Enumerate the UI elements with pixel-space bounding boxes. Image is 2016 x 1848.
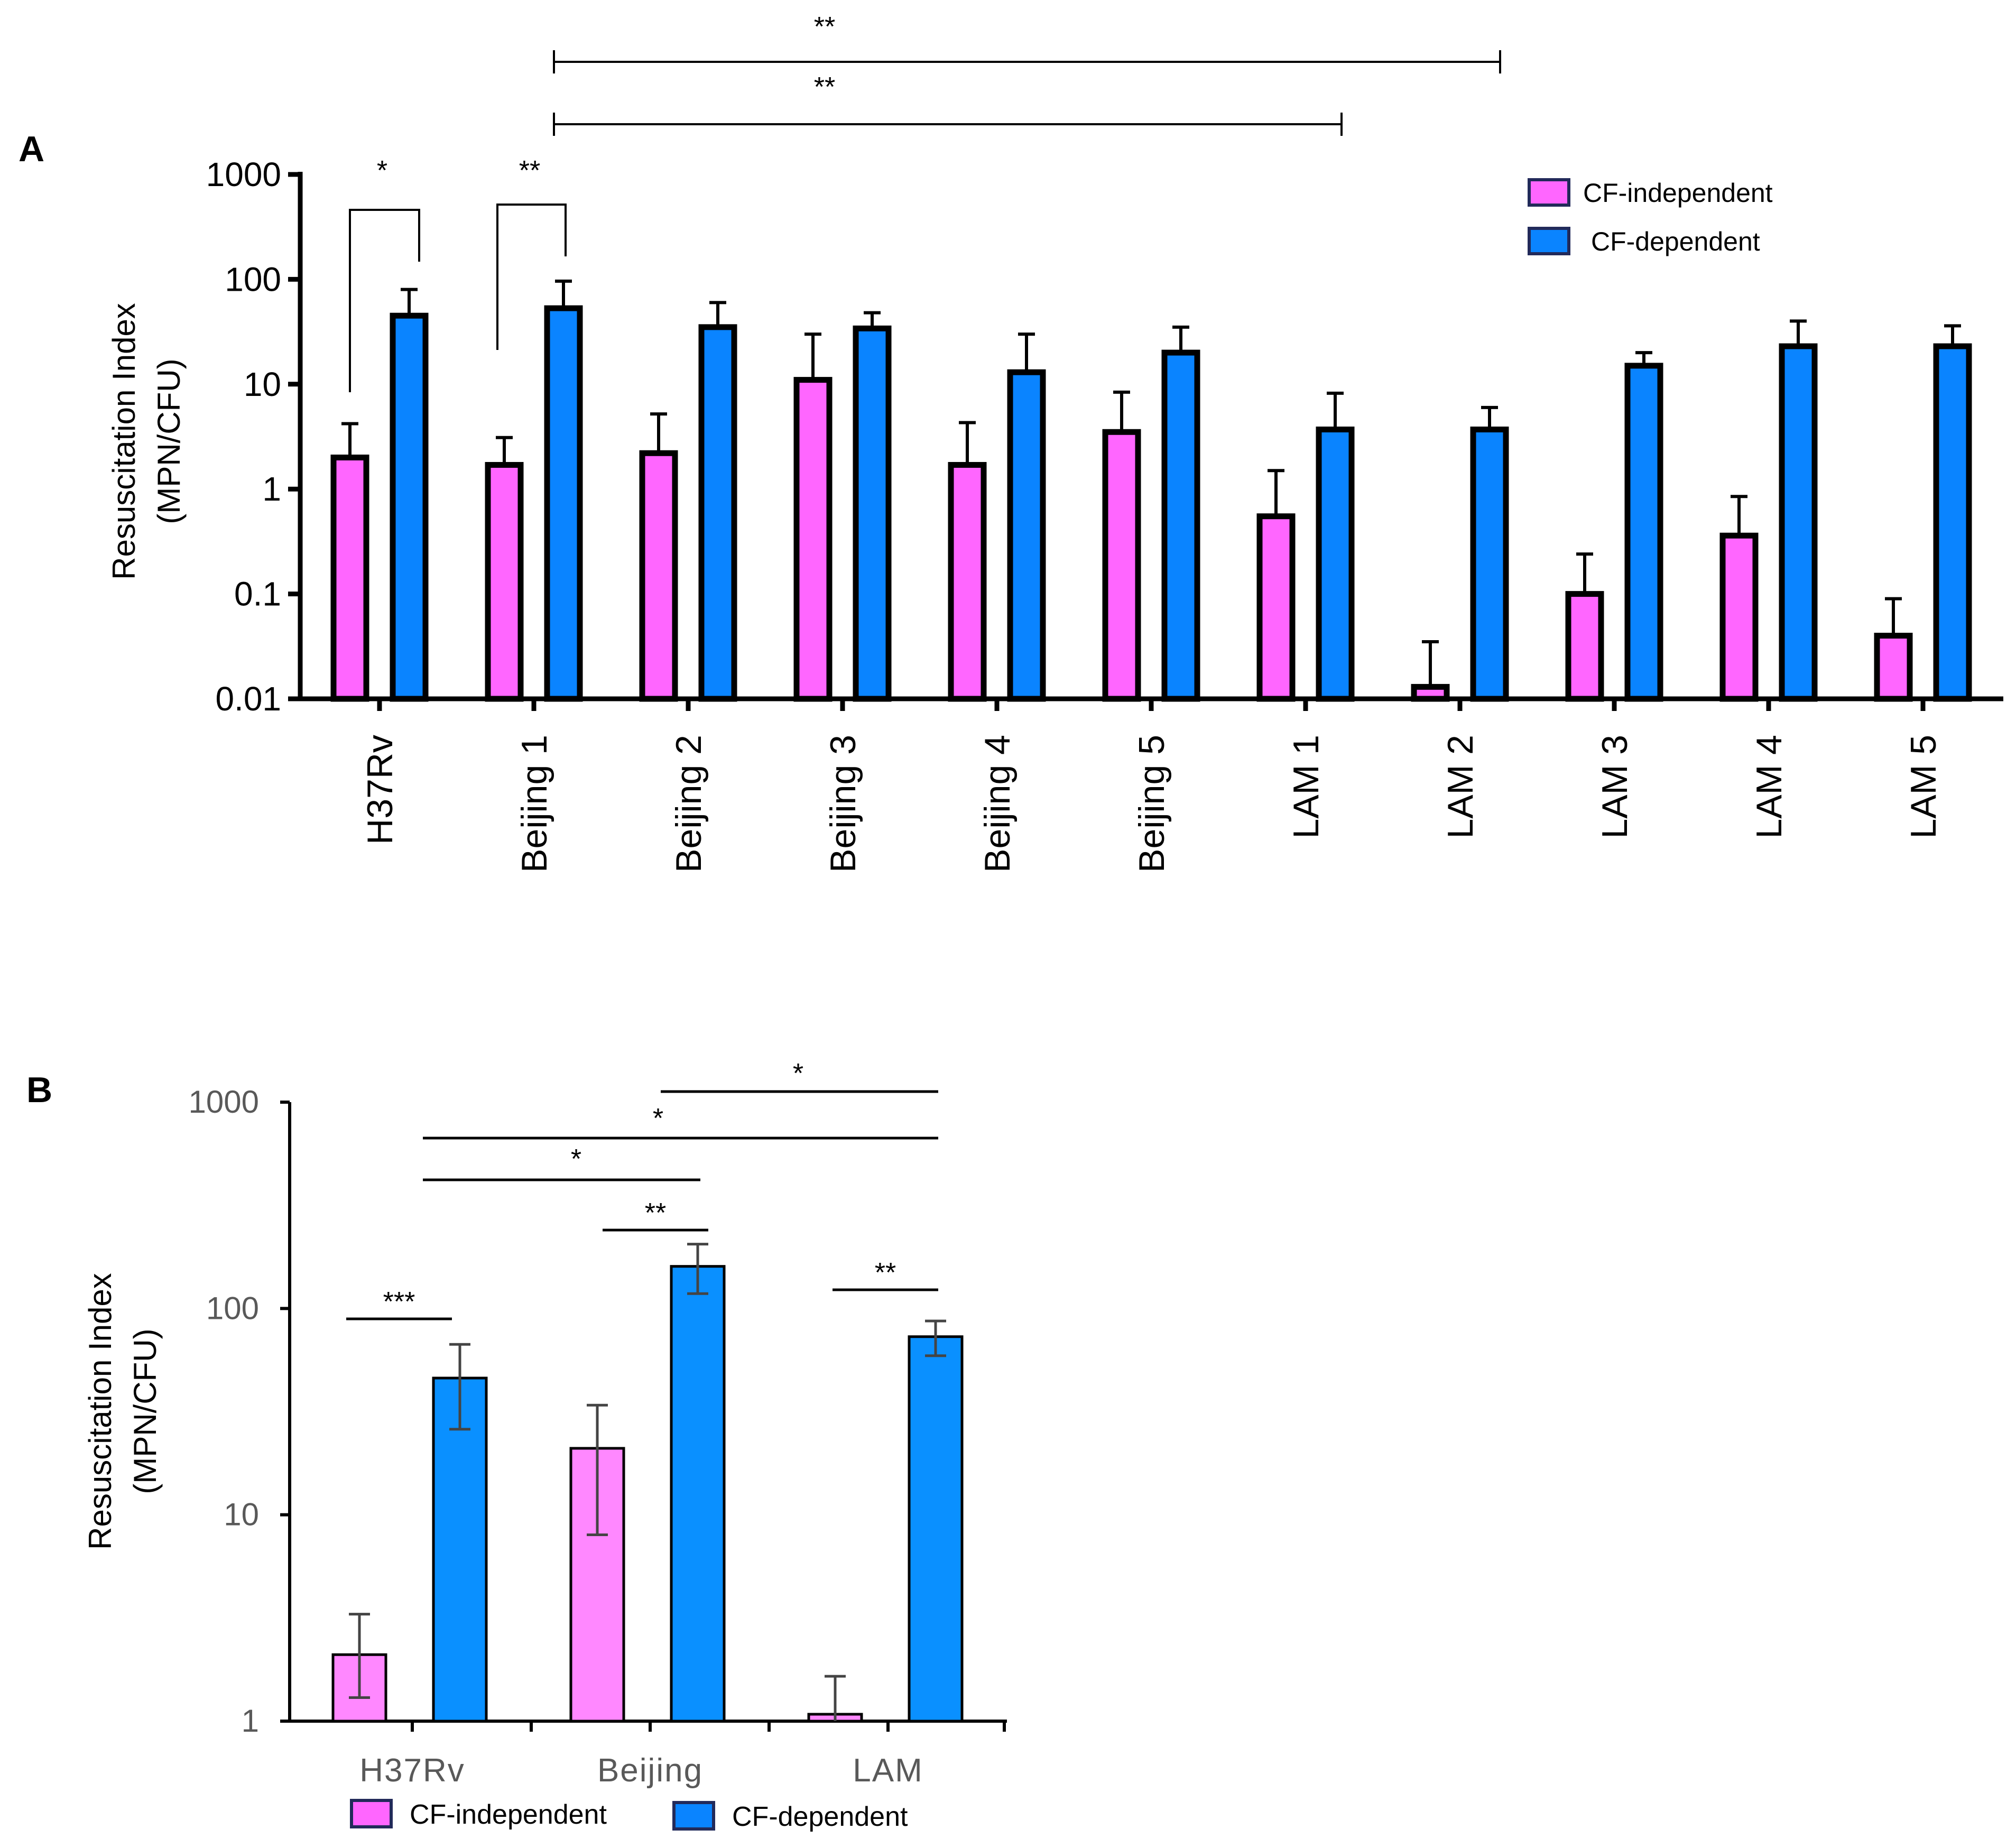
chart-b-sig-label: *** [383, 1287, 415, 1317]
chart-a-bar-cf-dependent [698, 324, 737, 702]
chart-a-bar-cf-independent [1256, 513, 1296, 702]
chart-a-xtick-label: LAM 5 [1903, 735, 1944, 839]
chart-a-legend-label-cf-dependent: CF-dependent [1591, 227, 1760, 256]
chart-b-ytick-label: 100 [206, 1290, 259, 1326]
chart-a-sig-label: ** [814, 72, 835, 103]
chart-b-ylabel-line2: (MPN/CFU) [127, 1328, 163, 1494]
chart-a-xtick-label: LAM 2 [1440, 735, 1481, 839]
chart-a-xtick-label: Beijing 5 [1132, 735, 1172, 873]
chart-a-bar-cf-independent [485, 461, 524, 702]
chart-b-ylabel-line1: Resuscitation Index [82, 1273, 118, 1550]
chart-a-legend-swatch-cf-dependent [1528, 227, 1570, 255]
panel-label-b: B [26, 1070, 52, 1110]
chart-b-ytick-label: 10 [224, 1497, 259, 1532]
chart-b-legend: CF-independent CF-dependent [350, 1799, 908, 1832]
chart-b-legend-swatch-cf-independent [350, 1799, 393, 1828]
chart-a-bar-cf-dependent [1470, 426, 1509, 702]
chart-a-bar-cf-independent [1874, 633, 1913, 702]
chart-a-xtick-label: Beijing 3 [823, 735, 863, 873]
chart-a-ylabel-line1: Resuscitation Index [106, 303, 142, 580]
chart-a-legend-swatch-cf-independent [1528, 178, 1570, 207]
chart-a-bar-cf-dependent [1933, 343, 1972, 702]
chart-a-legend-label-cf-independent: CF-independent [1583, 178, 1773, 208]
chart-a-xtick-label: LAM 4 [1749, 735, 1789, 839]
chart-a-ytick-label: 1000 [206, 155, 281, 193]
chart-a-sig-label: * [377, 155, 387, 186]
chart-a-xtick-label: LAM 3 [1595, 735, 1635, 839]
chart-b-legend-swatch-cf-dependent [672, 1801, 715, 1831]
chart-b-ytick-label: 1000 [189, 1084, 259, 1120]
chart-a-sig-label: ** [814, 12, 835, 42]
chart-a-bar-cf-dependent [1161, 349, 1200, 702]
chart-a-bar-cf-independent [1719, 532, 1759, 702]
chart-a-bar-cf-dependent [1624, 363, 1663, 702]
chart-a-sig-bracket [349, 209, 420, 392]
chart-b-sig-label: * [653, 1103, 663, 1134]
chart-b-xtick-label: H37Rv [359, 1752, 465, 1789]
chart-b-sig-label: * [793, 1058, 803, 1089]
chart-b: Resuscitation Index (MPN/CFU) 1000 100 10 1… [82, 1058, 1007, 1832]
chart-a-ylabel-line2: (MPN/CFU) [151, 358, 187, 524]
chart-a-bar-cf-independent [1565, 591, 1604, 702]
chart-a-bar-cf-independent [1102, 429, 1141, 702]
chart-a-ytick-label: 10 [244, 365, 281, 403]
chart-a-xtick-label: Beijing 1 [514, 735, 554, 873]
chart-b-sig-label: * [571, 1144, 581, 1175]
chart-a-bar-cf-dependent [853, 325, 892, 702]
chart-a-legend: CF-independent CF-dependent [1528, 178, 1773, 256]
chart-b-legend-label-cf-dependent: CF-dependent [732, 1801, 908, 1832]
chart-b-legend-label-cf-independent: CF-independent [410, 1799, 607, 1830]
chart-a-ytick-label: 0.1 [234, 575, 281, 613]
chart-a-bar-cf-independent [1411, 683, 1450, 702]
chart-a-ytick-label: 0.01 [215, 680, 281, 718]
chart-b-sig-label: ** [875, 1258, 896, 1288]
chart-a-bar-cf-dependent [1007, 369, 1046, 702]
panel-label-a: A [19, 129, 44, 169]
chart-a-bar-cf-dependent [390, 312, 429, 702]
chart-b-xtick-label: Beijing [597, 1752, 703, 1789]
chart-b-sig-label: ** [645, 1198, 666, 1228]
chart-a-bar-cf-dependent [1779, 343, 1818, 702]
chart-a-xtick-label: H37Rv [360, 735, 400, 845]
chart-a-sig-bracket [496, 204, 567, 350]
chart-a-ytick-label: 100 [225, 260, 281, 298]
chart-b-xtick-label: LAM [853, 1752, 923, 1789]
chart-a-bar-cf-independent [948, 461, 987, 702]
chart-a-sig-label: ** [519, 155, 540, 186]
chart-b-bar-cf-dependent [432, 1376, 488, 1723]
chart-a-xtick-label: LAM 1 [1286, 735, 1326, 839]
chart-a-bar-cf-independent [639, 450, 678, 702]
chart-b-ytick-label: 1 [242, 1703, 259, 1739]
chart-b-bar-cf-dependent [670, 1265, 726, 1723]
chart-b-bar-cf-dependent [908, 1335, 964, 1723]
chart-a-xtick-label: Beijing 2 [669, 735, 709, 873]
chart-a-xtick-label: Beijing 4 [977, 735, 1018, 873]
chart-a-bar-cf-independent [330, 454, 369, 702]
chart-a-ytick-label: 1 [262, 470, 281, 508]
chart-a-bar-cf-dependent [544, 305, 583, 702]
chart-a: Resuscitation Index (MPN/CFU) 1000 100 10 1… [106, 12, 2003, 873]
chart-a-bar-cf-dependent [1316, 426, 1355, 702]
chart-a-bar-cf-independent [793, 377, 833, 702]
